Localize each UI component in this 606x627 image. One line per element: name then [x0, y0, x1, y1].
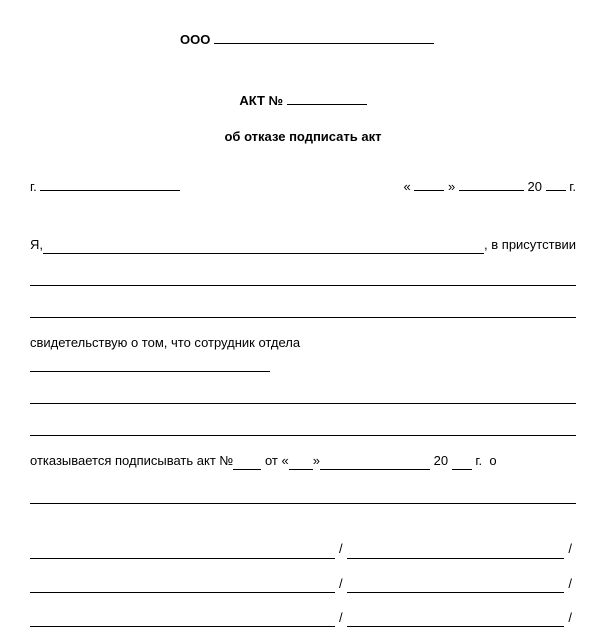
sig2-name-blank: [30, 577, 335, 593]
day-blank: [414, 175, 444, 191]
year-blank: [546, 175, 566, 191]
city-prefix: г.: [30, 179, 37, 194]
city-date-row: г. « » 20 г.: [30, 175, 576, 196]
sig3-slash2: /: [564, 609, 576, 627]
quote-close: »: [448, 179, 455, 194]
presence-suffix: , в присутствии: [484, 236, 576, 254]
sig1-name-blank: [30, 543, 335, 559]
header-ooo-row: ООО: [30, 28, 576, 49]
refusal-about: о: [489, 452, 496, 470]
refusal-day-blank: [289, 454, 313, 470]
date-group: « » 20 г.: [404, 175, 576, 196]
subtitle-text: об отказе подписать акт: [224, 129, 381, 144]
signature-row-2: / /: [30, 575, 576, 593]
declarant-name-blank: [43, 238, 484, 254]
sig3-sign-blank: [347, 611, 565, 627]
refusal-month-blank: [320, 454, 430, 470]
refusal-prefix: отказывается подписывать акт №: [30, 452, 233, 470]
refusal-year-prefix: 20: [434, 452, 448, 470]
akt-number-blank: [287, 89, 367, 105]
signature-row-3: / /: [30, 609, 576, 627]
sig1-sign-blank: [347, 543, 565, 559]
testimony-text: свидетельствую о том, что сотрудник отде…: [30, 334, 576, 352]
refusal-from: от: [265, 452, 278, 470]
refusal-year-blank: [452, 454, 472, 470]
subtitle-row: об отказе подписать акт: [30, 128, 576, 146]
refusal-quote-open: «: [282, 452, 289, 470]
ya-label: Я,: [30, 236, 43, 254]
akt-label: АКТ №: [239, 93, 283, 108]
sig3-name-blank: [30, 611, 335, 627]
refusal-subject-line: [30, 488, 576, 504]
refusal-act-number-blank: [233, 454, 261, 470]
refusal-year-g: г.: [475, 452, 482, 470]
quote-open: «: [404, 179, 411, 194]
ooo-blank: [214, 28, 434, 44]
department-blank: [30, 356, 270, 372]
declarant-row: Я, , в присутствии: [30, 236, 576, 254]
sig3-slash1: /: [335, 609, 347, 627]
sig1-slash1: /: [335, 540, 347, 558]
refusal-quote-close: »: [313, 452, 320, 470]
title-row: АКТ №: [30, 89, 576, 110]
employee-line-2: [30, 420, 576, 436]
sig2-slash2: /: [564, 575, 576, 593]
month-blank: [459, 175, 524, 191]
year-suffix: г.: [569, 179, 576, 194]
year-prefix: 20: [528, 179, 542, 194]
testimony-block: свидетельствую о том, что сотрудник отде…: [30, 334, 576, 372]
employee-line-1: [30, 388, 576, 404]
refusal-row: отказывается подписывать акт № от « » 20…: [30, 452, 576, 470]
sig2-sign-blank: [347, 577, 565, 593]
signature-row-1: / /: [30, 540, 576, 558]
sig2-slash1: /: [335, 575, 347, 593]
sig1-slash2: /: [564, 540, 576, 558]
city-group: г.: [30, 175, 180, 196]
city-blank: [40, 175, 180, 191]
presence-line-2: [30, 302, 576, 318]
ooo-label: ООО: [180, 32, 210, 47]
presence-line-1: [30, 270, 576, 286]
